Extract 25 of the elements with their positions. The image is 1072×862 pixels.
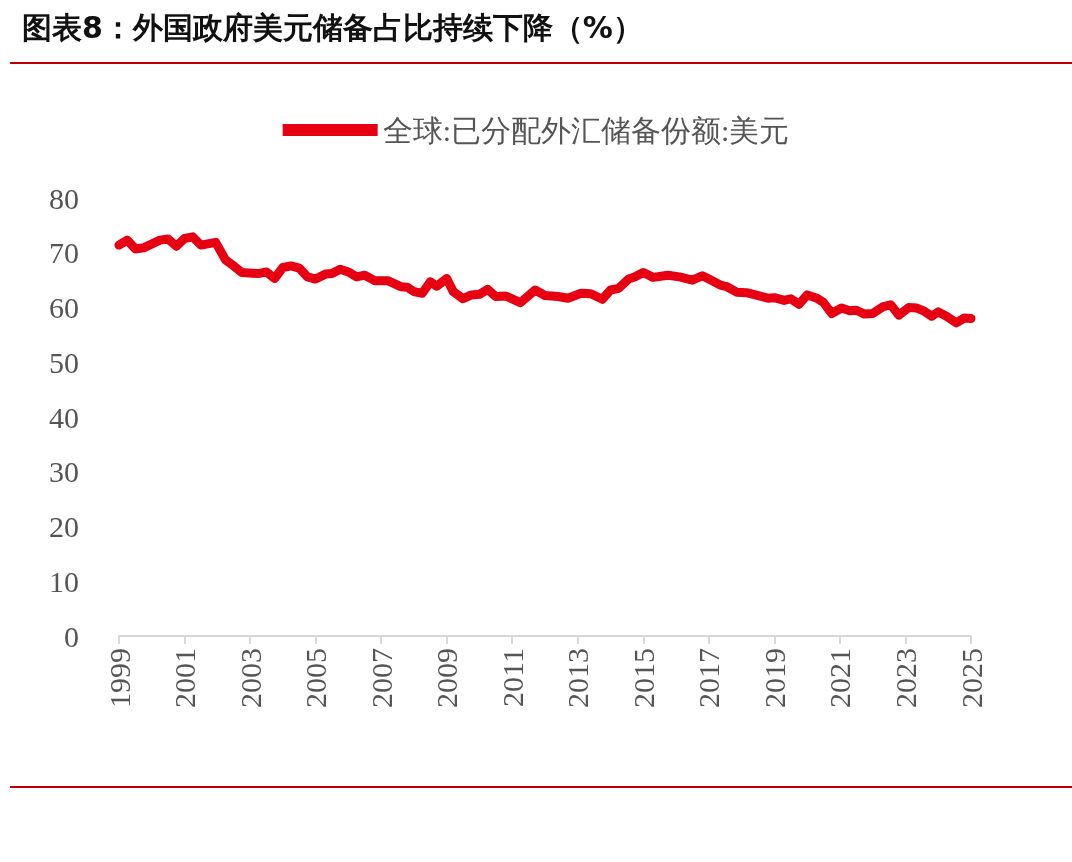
y-tick-label: 20	[49, 510, 79, 543]
y-tick-label: 80	[49, 181, 79, 215]
x-tick-label: 2025	[954, 648, 988, 708]
y-tick-label: 0	[64, 619, 79, 653]
x-tick-label: 2013	[561, 648, 595, 708]
y-tick-label: 30	[49, 455, 79, 489]
y-tick-label: 50	[49, 345, 79, 379]
chart-title: 图表8：外国政府美元储备占比持续下降（%）	[22, 9, 643, 47]
x-tick-label: 1999	[102, 648, 136, 708]
legend-label: 全球:已分配外汇储备份额:美元	[382, 113, 790, 147]
x-tick-label: 2017	[692, 648, 726, 708]
x-tick-label: 2001	[168, 648, 202, 708]
x-tick-label: 2023	[888, 648, 922, 708]
y-tick-label: 40	[49, 400, 79, 434]
y-tick-label: 60	[49, 291, 79, 324]
x-tick-label: 2003	[233, 648, 267, 708]
y-tick-label: 70	[49, 236, 79, 270]
x-tick-label: 2021	[823, 648, 857, 708]
x-tick-label: 2009	[430, 648, 464, 708]
y-tick-label: 10	[49, 564, 79, 598]
x-tick-label: 2019	[757, 648, 791, 708]
x-tick-label: 2015	[626, 648, 660, 708]
x-tick-label: 2007	[364, 648, 398, 708]
x-tick-label: 2005	[299, 648, 333, 708]
x-tick-label: 2011	[495, 648, 529, 707]
